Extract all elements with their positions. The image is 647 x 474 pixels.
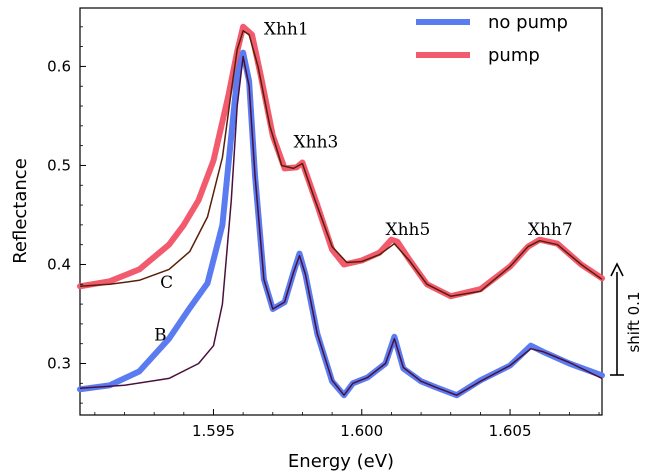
x-tick-label: 1.605 xyxy=(489,422,532,440)
shift-arrow-head xyxy=(610,262,624,277)
annotation-c: C xyxy=(160,273,173,293)
annotation-xhh5: Xhh5 xyxy=(385,220,430,240)
annotation-layer: Xhh1 Xhh3 Xhh5 Xhh7 C B xyxy=(154,20,573,346)
legend-label-no-pump: no pump xyxy=(488,12,568,33)
shift-label: shift 0.1 xyxy=(625,291,643,352)
x-tick-label: 1.600 xyxy=(340,422,383,440)
annotation-b: B xyxy=(154,326,167,346)
shift-indicator: shift 0.1 xyxy=(610,262,643,376)
x-tick-label: 1.595 xyxy=(192,422,235,440)
plot-area xyxy=(79,7,603,416)
y-tick-label: 0.3 xyxy=(47,355,71,373)
annotation-xhh3: Xhh3 xyxy=(294,133,339,153)
fit-line-pump xyxy=(79,30,603,297)
y-tick-label: 0.6 xyxy=(47,57,71,75)
x-axis-title: Energy (eV) xyxy=(288,451,394,472)
y-tick-label: 0.5 xyxy=(47,156,71,174)
fit-line-no-pump xyxy=(79,55,603,396)
annotation-xhh1: Xhh1 xyxy=(264,20,309,40)
annotation-xhh7: Xhh7 xyxy=(528,220,573,240)
legend-label-pump: pump xyxy=(488,45,540,66)
y-tick-label: 0.4 xyxy=(47,255,71,273)
legend: no pump pump xyxy=(416,12,568,66)
y-axis-title: Reflectance xyxy=(10,158,31,264)
fit-layer xyxy=(79,30,603,396)
tick-layer: 1.595 1.600 1.605 0.3 0.4 0.5 0.6 xyxy=(47,26,600,440)
